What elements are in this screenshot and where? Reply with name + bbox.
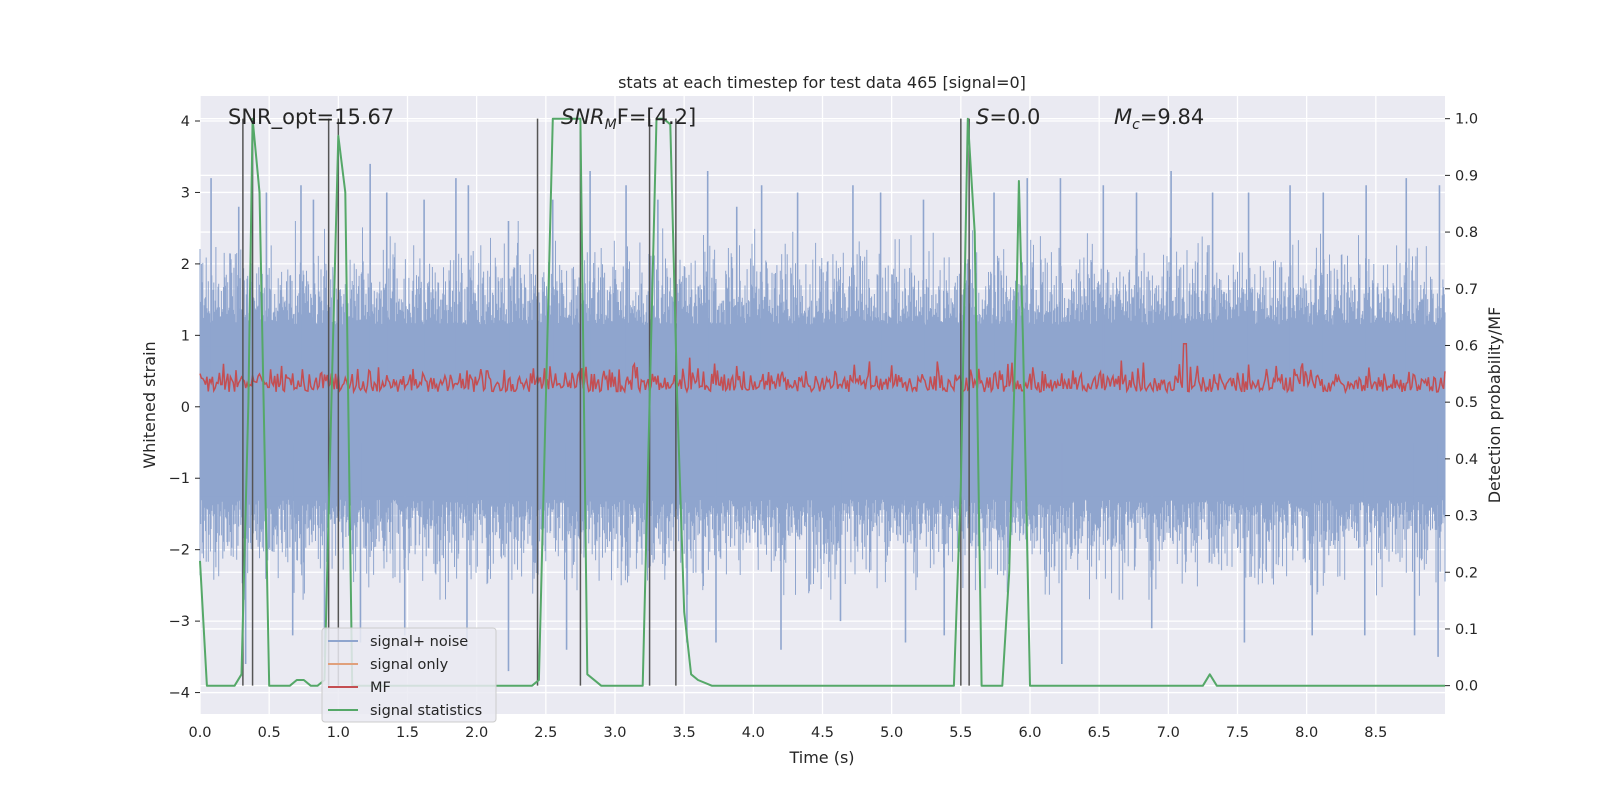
x-tick-label: 1.5 <box>396 725 419 741</box>
y-tick-label: −1 <box>169 471 190 487</box>
x-tick-label: 2.0 <box>465 725 488 741</box>
x-tick-label: 8.5 <box>1364 725 1387 741</box>
y-tick-label: −2 <box>169 543 190 559</box>
y-tick-label: 1 <box>181 328 190 344</box>
mf-trace <box>199 343 1446 395</box>
x-tick-label: 6.5 <box>1088 725 1111 741</box>
x-tick-label: 4.0 <box>742 725 765 741</box>
x-tick-label: 1.0 <box>327 725 350 741</box>
legend: signal+ noise signal only MF signal stat… <box>321 627 497 723</box>
x-tick-label: 5.0 <box>880 725 903 741</box>
x-tick-label: 7.0 <box>1157 725 1180 741</box>
y-ticks: 4 3 2 1 0 −1 −2 −3 −4 <box>169 114 200 702</box>
mc-sub: c <box>1132 117 1140 133</box>
s-var: S <box>976 105 989 129</box>
legend-entry-signal-noise: signal+ noise <box>370 634 468 650</box>
x-ticks: 0.0 0.5 1.0 1.5 2.0 2.5 3.0 3.5 4.0 4.5 5.0 5.5 6.0 6… <box>188 725 1387 741</box>
y2-axis-label: Detection probability/MF <box>1485 307 1504 504</box>
x-tick-label: 3.0 <box>603 725 626 741</box>
y-tick-label: 0 <box>181 400 190 416</box>
y-axis-label: Whitened strain <box>140 341 159 468</box>
signal-statistics-series <box>199 117 1445 687</box>
annotation-snr-opt: SNR_opt=15.67 <box>228 105 394 130</box>
legend-entry-signal-only: signal only <box>370 657 449 673</box>
x-tick-label: 5.5 <box>949 725 972 741</box>
annotation-snr-mf: SNRMF=[4.2] <box>561 105 696 133</box>
x-tick-label: 7.5 <box>1226 725 1249 741</box>
y2-tick-label: 1.0 <box>1455 112 1478 128</box>
mc-var: M <box>1114 105 1132 129</box>
snr-mf-rest: F=[4.2] <box>617 105 696 129</box>
y2-tick-label: 0.9 <box>1455 168 1478 184</box>
x-tick-label: 6.0 <box>1018 725 1041 741</box>
y2-tick-label: 0.7 <box>1455 282 1478 298</box>
legend-entry-mf: MF <box>370 680 391 696</box>
annotation-s: S=0.0 <box>976 105 1040 129</box>
y2-tick-label: 0.6 <box>1455 338 1478 354</box>
y2-tick-label: 0.5 <box>1455 395 1478 411</box>
x-tick-label: 4.5 <box>811 725 834 741</box>
snr-mf-sub: M <box>605 117 617 133</box>
signal-statistics-line <box>199 117 1445 687</box>
y2-ticks: 1.0 0.9 0.8 0.7 0.6 0.5 0.4 0.3 0.2 0.1 0.0 <box>1445 112 1478 695</box>
x-axis-label: Time (s) <box>788 748 854 767</box>
y2-tick-label: 0.1 <box>1455 622 1478 638</box>
mf-series <box>199 343 1446 395</box>
signal-noise-band <box>200 346 1445 497</box>
legend-entry-signal-statistics: signal statistics <box>370 703 482 719</box>
y-tick-label: 2 <box>181 257 190 273</box>
y2-tick-label: 0.3 <box>1455 509 1478 525</box>
annotation-mc: Mc=9.84 <box>1114 105 1204 133</box>
snr-mf-base: SNR <box>561 105 605 129</box>
mc-rest: =9.84 <box>1140 105 1204 129</box>
y2-tick-label: 0.2 <box>1455 565 1478 581</box>
x-tick-label: 3.5 <box>673 725 696 741</box>
signal-noise-series <box>199 163 1446 672</box>
x-tick-label: 8.0 <box>1295 725 1318 741</box>
y2-tick-label: 0.8 <box>1455 225 1478 241</box>
vlines <box>242 118 970 686</box>
legend-box <box>321 627 497 723</box>
x-tick-label: 0.5 <box>258 725 281 741</box>
y-tick-label: 3 <box>181 185 190 201</box>
s-rest: =0.0 <box>989 105 1040 129</box>
x-tick-label: 2.5 <box>534 725 557 741</box>
y-tick-label: −3 <box>169 614 190 630</box>
x-tick-label: 0.0 <box>188 725 211 741</box>
y-tick-label: 4 <box>181 114 190 130</box>
chart-title: stats at each timestep for test data 465… <box>618 73 1026 92</box>
y2-tick-label: 0.0 <box>1455 679 1478 695</box>
y2-tick-label: 0.4 <box>1455 452 1478 468</box>
y-tick-label: −4 <box>169 686 190 702</box>
